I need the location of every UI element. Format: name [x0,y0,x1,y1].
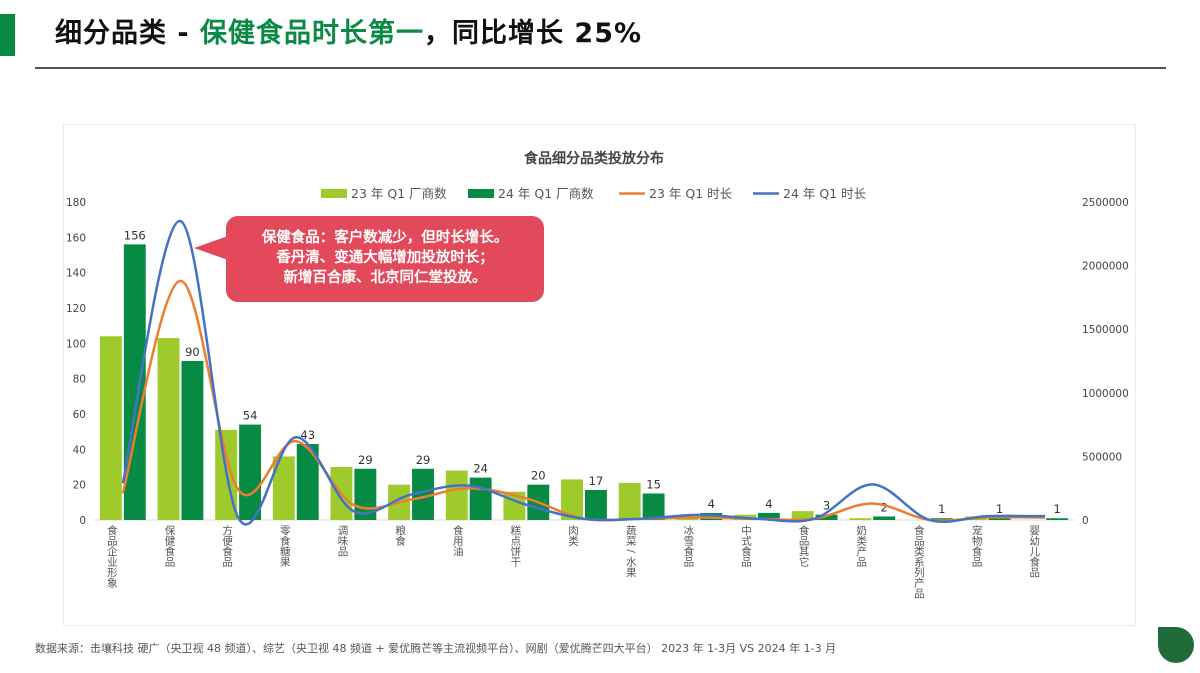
bar-24q1 [757,512,780,520]
x-category-label: 肉类 [567,524,579,547]
legend-label-1: 23 年 Q1 厂商数 [351,186,447,201]
bar-value-label: 3 [823,499,830,513]
callout-line-2: 香丹清、变通大幅增加投放时长； [276,250,494,266]
title-divider [35,67,1166,69]
y-tick-label: 120 [66,303,86,315]
bar-23q1 [99,336,122,520]
x-category-label: 蔬菜 / 水果 [625,525,637,578]
chart-card: 食品细分品类投放分布 23 年 Q1 厂商数 24 年 Q1 厂商数 23 年 Q1 … [63,124,1136,626]
y2-tick-label: 1000000 [1082,388,1129,400]
bar-24q1 [412,468,434,520]
x-category-label: 奶类产品 [855,525,867,568]
bar-value-label: 1 [1053,502,1060,516]
bar-23q1 [157,338,180,520]
x-category-label: 调味品 [336,525,348,557]
x-category-label: 食品企业形象 [106,524,118,588]
title-suffix: ，同比增长 25% [424,18,643,49]
x-category-label: 婴幼儿食品 [1028,525,1040,578]
y2-tick-label: 500000 [1082,451,1122,463]
bar-24q1 [296,444,319,520]
bar-23q1 [849,518,872,520]
legend-label-4: 24 年 Q1 时长 [783,186,867,201]
y-tick-label: 0 [79,515,86,527]
x-category-label: 冰雪食品 [682,524,694,568]
chart-title: 食品细分品类投放分布 [524,150,664,167]
y-tick-label: 60 [73,409,86,421]
legend-label-3: 23 年 Q1 时长 [649,186,733,201]
bar-23q1 [272,456,295,520]
x-category-label: 糕点饼干 [509,524,521,568]
y2-tick-label: 2500000 [1082,197,1129,209]
x-category-label: 宠物食品 [971,524,983,568]
callout-line-1: 保健食品：客户数减少，但时长增长。 [261,230,509,246]
bar-23q1 [676,518,699,520]
y-tick-label: 100 [66,338,86,350]
legend-swatch-1 [321,189,347,198]
bar-value-label: 156 [124,228,146,242]
bar-24q1 [469,477,492,520]
y-tick-label: 20 [73,480,86,492]
page-title: 细分品类 - 保健食品时长第一，同比增长 25% [55,14,642,54]
x-category-label: 食品类系列产品 [913,524,925,599]
y-tick-label: 80 [73,374,86,386]
bar-value-label: 4 [765,497,772,511]
y-tick-label: 160 [66,232,86,244]
bar-value-label: 17 [589,474,604,488]
x-category-label: 保健食品 [164,524,176,568]
bar-24q1 [930,518,953,520]
bar-value-label: 2 [881,500,888,514]
line-24q1-duration [121,219,1046,526]
bar-24q1 [1046,518,1069,520]
y-tick-label: 40 [73,444,86,456]
title-accent-bar [0,14,15,56]
x-category-label: 零食糖果 [279,525,291,568]
bar-value-label: 1 [996,502,1003,516]
bar-value-label: 90 [185,345,200,359]
bar-23q1 [445,470,468,520]
legend-swatch-2 [468,189,494,198]
callout-pointer [194,236,228,260]
bar-23q1 [561,479,583,520]
y2-tick-label: 2000000 [1082,261,1129,273]
x-category-label: 方便食品 [221,524,233,568]
x-category-label: 粮食 [394,524,406,547]
y-tick-label: 180 [66,197,86,209]
bar-value-label: 29 [416,453,431,467]
bar-value-label: 24 [473,462,488,476]
bar-24q1 [642,493,665,520]
bar-value-label: 1 [938,502,945,516]
leaf-logo-icon [1158,627,1194,663]
bar-value-label: 20 [531,469,546,483]
y-tick-label: 140 [66,268,86,280]
bar-24q1 [988,518,1011,520]
y2-tick-label: 1500000 [1082,324,1129,336]
bar-value-label: 29 [358,453,373,467]
line-23q1-duration [121,279,1046,522]
bar-value-label: 4 [708,497,715,511]
data-source-note: 数据来源：击壤科技 硬广（央卫视 48 频道）、综艺（央卫视 48 频道 + 爱… [35,642,837,655]
combo-chart: 食品细分品类投放分布 23 年 Q1 厂商数 24 年 Q1 厂商数 23 年 Q1 … [66,150,1129,599]
bar-24q1 [815,514,838,520]
x-category-label: 中式食品 [740,524,752,568]
bar-value-label: 15 [646,478,661,492]
bar-24q1 [873,516,896,520]
title-prefix: 细分品类 - [55,18,201,49]
bar-value-label: 54 [243,409,258,423]
callout-annotation: 保健食品：客户数减少，但时长增长。 香丹清、变通大幅增加投放时长； 新增百合康、… [226,216,544,302]
bar-24q1 [181,361,204,520]
callout-line-3: 新增百合康、北京同仁堂投放。 [283,270,487,286]
y2-tick-label: 0 [1082,515,1089,527]
title-highlight: 保健食品时长第一 [200,18,425,49]
x-category-label: 食品其它 [798,524,810,567]
bar-24q1 [239,424,262,520]
x-category-label: 食用油 [452,524,464,556]
bar-23q1 [791,511,814,520]
bar-value-label: 43 [300,428,315,442]
legend-label-2: 24 年 Q1 厂商数 [498,186,594,201]
bar-23q1 [618,482,641,520]
bar-24q1 [585,489,607,520]
